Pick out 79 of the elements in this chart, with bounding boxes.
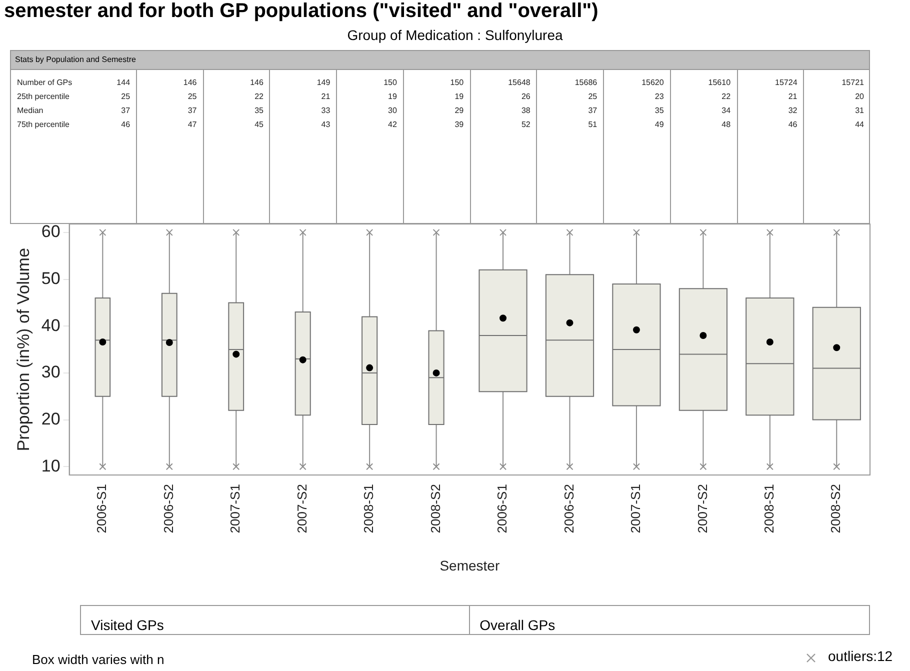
text: 33: [320, 106, 330, 115]
text: Stats by Population and Semestre: [10, 50, 870, 70]
text: 21: [320, 92, 330, 101]
text: 32: [787, 106, 798, 115]
text: 48: [720, 120, 731, 129]
text: 75th percentile: [17, 120, 70, 129]
text: 51: [587, 120, 598, 129]
text: 49: [654, 120, 664, 129]
text: 25th percentile: [17, 92, 70, 101]
text: outliers:12: [828, 648, 893, 664]
text: 144: [116, 78, 130, 87]
text: 150: [449, 78, 464, 87]
x-tick-label: 2008-S2: [428, 484, 443, 534]
text: 46: [787, 120, 798, 129]
y-tick-label: 50: [41, 268, 60, 288]
text: 22: [720, 92, 731, 101]
text: 45: [254, 120, 264, 129]
x-tick-label: 2006-S1: [494, 484, 510, 534]
text: Overall GPs: [470, 605, 870, 635]
text: 21: [787, 92, 798, 101]
text: 23: [654, 92, 664, 101]
text: Visited GPs: [80, 605, 470, 635]
text: 34: [720, 106, 731, 115]
text: 26: [520, 92, 530, 101]
text: 37: [186, 106, 197, 115]
text: Median: [17, 106, 44, 115]
text: 19: [454, 92, 464, 101]
y-axis-title: Proportion (in%) of Volume: [14, 248, 33, 452]
y-tick-label: 20: [41, 409, 60, 428]
text: 44: [854, 120, 864, 129]
text: 31: [854, 106, 864, 115]
text: 37: [121, 106, 130, 115]
text: 47: [186, 120, 197, 129]
chart-subtitle: Group of Medication : Sulfonylurea: [346, 27, 564, 43]
x-tick-label: 2006-S1: [94, 484, 110, 534]
y-tick-label: 60: [41, 222, 60, 242]
x-axis-title: Semester: [440, 557, 500, 574]
text: 30: [387, 106, 397, 115]
x-tick-label: 2008-S1: [361, 484, 376, 534]
text: 15620: [640, 78, 664, 87]
x-tick-label: 2006-S2: [561, 484, 576, 534]
text: 15610: [707, 78, 731, 87]
x-tick-label: 2006-S2: [160, 484, 176, 534]
text: 149: [316, 78, 330, 87]
text: 15721: [840, 78, 864, 87]
text: 39: [454, 120, 464, 129]
text: 25: [186, 92, 197, 101]
x-tick-label: 2007-S2: [294, 484, 310, 534]
text: 15648: [507, 78, 530, 87]
text: 150: [382, 78, 397, 87]
x-tick-label: 2007-S2: [694, 484, 710, 534]
text: 25: [121, 92, 130, 101]
text: 29: [454, 106, 464, 115]
x-tick-label: 2007-S1: [228, 484, 243, 534]
text: 52: [520, 120, 530, 129]
text: 37: [587, 106, 598, 115]
y-tick-label: 30: [41, 362, 60, 382]
x-tick-label: 2007-S1: [628, 484, 644, 534]
text: 20: [854, 92, 864, 101]
text: 35: [254, 106, 264, 115]
text: 19: [387, 92, 397, 101]
text: 25: [587, 92, 598, 101]
text: 22: [254, 92, 264, 101]
text: 38: [520, 106, 530, 115]
text: 46: [121, 120, 130, 129]
text: 35: [654, 106, 664, 115]
x-tick-label: 2008-S1: [761, 484, 776, 534]
y-tick-label: 40: [41, 316, 60, 335]
text: 15724: [774, 78, 798, 87]
x-tick-label: 2008-S2: [828, 484, 844, 534]
text: 146: [249, 78, 264, 87]
text: 42: [387, 120, 397, 129]
text: Number of GPs: [17, 78, 72, 87]
text: 146: [182, 78, 197, 87]
text: 15686: [574, 78, 598, 87]
y-tick-label: 10: [41, 456, 60, 476]
text: 43: [320, 120, 330, 129]
text: Box width varies with n: [32, 652, 164, 667]
chart-title: semester and for both GP populations ("visited" and "overall"): [3, 0, 600, 23]
